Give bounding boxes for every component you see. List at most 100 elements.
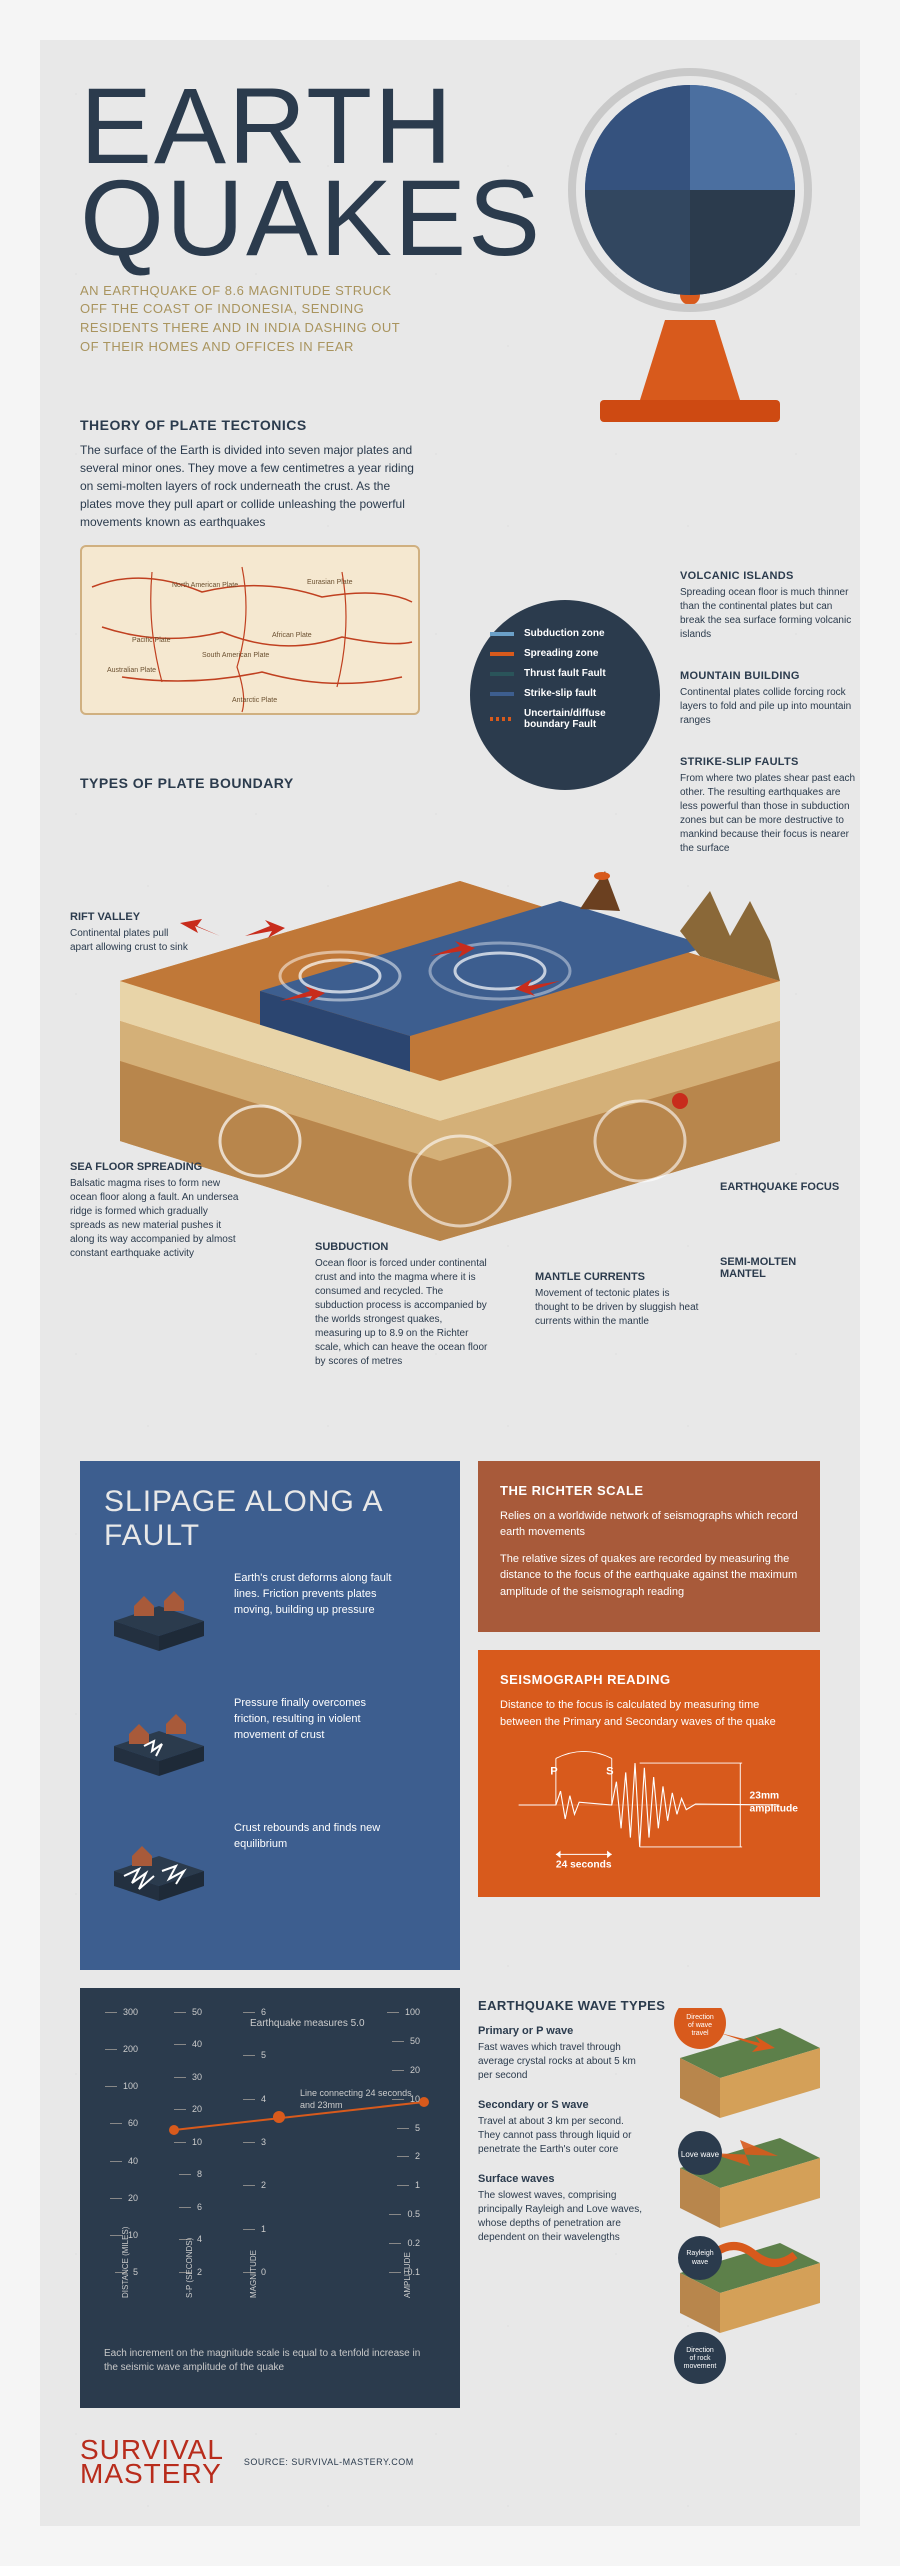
scale-axis-label: S-P (SECONDS) <box>185 2238 194 2298</box>
scale-tick: 8 <box>197 2169 202 2179</box>
svg-text:Rayleigh: Rayleigh <box>686 2250 713 2257</box>
plate-label: Australian Plate <box>107 667 156 674</box>
richter-p2: The relative sizes of quakes are recorde… <box>500 1551 798 1601</box>
right-column: THE RICHTER SCALE Relies on a worldwide … <box>478 1461 820 1970</box>
scale-tick: 20 <box>410 2065 420 2075</box>
legend-swatch <box>490 672 514 676</box>
svg-text:24 seconds: 24 seconds <box>556 1860 612 1871</box>
scale-tick: 3 <box>261 2137 266 2147</box>
seismograph-illustration: P S 23mm amplitude 24 seconds <box>500 1740 798 1870</box>
scale-tick: 50 <box>410 2036 420 2046</box>
callout-mantle: MANTLE CURRENTS Movement of tectonic pla… <box>535 1271 700 1329</box>
rift-heading: RIFT VALLEY <box>70 911 190 923</box>
slipage-title: SLIPAGE ALONG A FAULT <box>104 1485 436 1553</box>
scale-column: 300200100604020105DISTANCE (MILES) <box>104 2012 138 2292</box>
wave-types-section: EARTHQUAKE WAVE TYPES Primary or P waveF… <box>478 1988 820 2408</box>
infographic-page: EARTH QUAKES AN EARTHQUAKE OF 8.6 MAGNIT… <box>0 0 900 2566</box>
bottom-row: Earthquake measures 5.0 3002001006040201… <box>80 1988 820 2408</box>
richter-p1: Relies on a worldwide network of seismog… <box>500 1508 798 1541</box>
scale-tick: 1 <box>415 2180 420 2190</box>
scale-tick: 0.5 <box>407 2209 420 2219</box>
legend-swatch <box>490 692 514 696</box>
plate-label: North American Plate <box>172 582 238 589</box>
callout-focus: EARTHQUAKE FOCUS <box>720 1181 840 1197</box>
scale-tick: 0.2 <box>407 2238 420 2248</box>
slipage-icon <box>104 1571 214 1656</box>
scale-tick: 100 <box>405 2007 420 2017</box>
scale-tick: 200 <box>123 2044 138 2054</box>
svg-text:amplitude: amplitude <box>750 1804 798 1815</box>
focus-heading: EARTHQUAKE FOCUS <box>720 1181 840 1193</box>
wave-heading: Primary or P wave <box>478 2025 648 2037</box>
callout: MOUNTAIN BUILDINGContinental plates coll… <box>680 670 860 728</box>
wave-text: Travel at about 3 km per second. They ca… <box>478 2115 648 2157</box>
footer: SURVIVAL MASTERY SOURCE: SURVIVAL-MASTER… <box>80 2438 820 2486</box>
scale-tick: 20 <box>128 2193 138 2203</box>
legend-row: Thrust fault Fault <box>490 668 640 679</box>
subduction-heading: SUBDUCTION <box>315 1241 490 1253</box>
scale-axis-label: DISTANCE (MILES) <box>121 2227 130 2298</box>
legend-row: Uncertain/diffuse boundary Fault <box>490 708 640 730</box>
slipage-text: Earth's crust deforms along fault lines.… <box>234 1571 404 1656</box>
scale-tick: 10 <box>192 2137 202 2147</box>
slipage-text: Pressure finally overcomes friction, res… <box>234 1696 404 1781</box>
seismo-p1: Distance to the focus is calculated by m… <box>500 1697 798 1730</box>
scale-tick: 0 <box>261 2267 266 2277</box>
svg-text:travel: travel <box>691 2030 709 2037</box>
legend-circle: Subduction zoneSpreading zoneThrust faul… <box>470 600 660 790</box>
connector-note: Line connecting 24 seconds and 23mm <box>300 2088 420 2111</box>
slipage-icon <box>104 1821 214 1906</box>
logo-line-1: SURVIVAL <box>80 2438 224 2462</box>
slipage-text: Crust rebounds and finds new equilibrium <box>234 1821 404 1906</box>
hero-section: EARTH QUAKES AN EARTHQUAKE OF 8.6 MAGNIT… <box>80 80 820 357</box>
legend-label: Subduction zone <box>524 628 605 639</box>
svg-text:23mm: 23mm <box>750 1791 780 1802</box>
callout-text: Spreading ocean floor is much thinner th… <box>680 586 860 642</box>
richter-heading: THE RICHTER SCALE <box>500 1483 798 1498</box>
wave-stack-illustration: Direction of wave travel Love wave <box>660 2008 830 2393</box>
lower-section: SLIPAGE ALONG A FAULT Earth's crust defo… <box>80 1461 820 1970</box>
callout-seafloor: SEA FLOOR SPREADING Balsatic magma rises… <box>70 1161 245 1261</box>
scale-tick: 300 <box>123 2007 138 2017</box>
mantle-text: Movement of tectonic plates is thought t… <box>535 1287 700 1329</box>
s-label: S <box>606 1766 613 1778</box>
seismo-heading: SEISMOGRAPH READING <box>500 1672 798 1687</box>
subtitle-text: AN EARTHQUAKE OF 8.6 MAGNITUDE STRUCK OF… <box>80 282 400 357</box>
scale-tick: 1 <box>261 2224 266 2234</box>
legend-label: Uncertain/diffuse boundary Fault <box>524 708 640 730</box>
scale-axis-label: AMPLITUDE <box>403 2252 412 2298</box>
seafloor-text: Balsatic magma rises to form new ocean f… <box>70 1177 245 1261</box>
scale-column: 50403020108642S-P (SECONDS) <box>168 2012 202 2292</box>
scale-tick: 50 <box>192 2007 202 2017</box>
p-label: P <box>550 1766 558 1778</box>
callout-subduction: SUBDUCTION Ocean floor is forced under c… <box>315 1241 490 1369</box>
scale-column: 1005020105210.50.20.1AMPLITUDE <box>386 2012 420 2292</box>
wave-item: Primary or P waveFast waves which travel… <box>478 2025 648 2083</box>
callout-heading: VOLCANIC ISLANDS <box>680 570 860 582</box>
richter-card: THE RICHTER SCALE Relies on a worldwide … <box>478 1461 820 1633</box>
logo-line-2: MASTERY <box>80 2462 224 2486</box>
wave-item: Surface wavesThe slowest waves, comprisi… <box>478 2173 648 2245</box>
scales-container: 300200100604020105DISTANCE (MILES)504030… <box>104 2012 436 2292</box>
scale-tick: 2 <box>415 2151 420 2161</box>
legend-label: Strike-slip fault <box>524 688 596 699</box>
scale-tick: 60 <box>128 2118 138 2128</box>
svg-text:movement: movement <box>684 2363 717 2370</box>
callout-text: Continental plates collide forcing rock … <box>680 686 860 728</box>
scale-tick: 30 <box>192 2072 202 2082</box>
plate-label: Pacific Plate <box>132 637 171 644</box>
mantle-heading: MANTLE CURRENTS <box>535 1271 700 1283</box>
scale-tick: 2 <box>197 2267 202 2277</box>
callout-semimolten: SEMI-MOLTEN MANTEL <box>720 1256 840 1284</box>
callout: VOLCANIC ISLANDS Spreading ocean floor is… <box>680 570 860 642</box>
svg-text:wave: wave <box>691 2259 708 2266</box>
svg-text:of rock: of rock <box>689 2355 711 2362</box>
scale-tick: 20 <box>192 2104 202 2114</box>
seafloor-heading: SEA FLOOR SPREADING <box>70 1161 245 1173</box>
wave-heading: Surface waves <box>478 2173 648 2185</box>
scale-tick: 5 <box>415 2123 420 2133</box>
svg-text:Direction: Direction <box>686 2347 714 2354</box>
scale-tick: 100 <box>123 2081 138 2091</box>
scale-tick: 4 <box>261 2094 266 2104</box>
wave-item: Secondary or S waveTravel at about 3 km … <box>478 2099 648 2157</box>
